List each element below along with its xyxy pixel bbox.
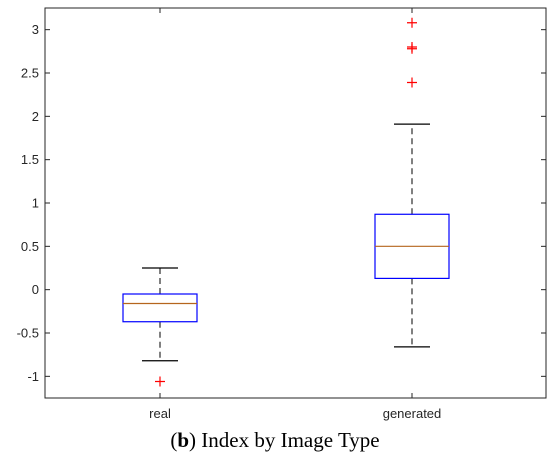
figure-caption: (b) Index by Image Type <box>0 428 550 453</box>
y-tick-label: -1 <box>27 369 39 384</box>
caption-text: ) Index by Image Type <box>189 428 380 452</box>
caption-open-paren: ( <box>170 428 178 452</box>
outlier-marker <box>155 376 165 387</box>
boxplot-chart: -1 -0.5 0 0.5 1 1.5 2 2.5 3 real generated <box>17 7 547 421</box>
y-tick-label: 2.5 <box>21 66 39 81</box>
y-tick-label: 1 <box>32 196 39 211</box>
y-tick-label: 1.5 <box>21 152 39 167</box>
outlier-marker <box>407 17 417 28</box>
x-tick-label: generated <box>383 406 442 421</box>
y-tick-label: 3 <box>32 22 39 37</box>
outlier-marker <box>407 77 417 88</box>
y-tick-label: 0 <box>32 282 39 297</box>
y-tick-label: 0.5 <box>21 239 39 254</box>
y-tick-label: -0.5 <box>17 326 39 341</box>
plot-area: -1 -0.5 0 0.5 1 1.5 2 2.5 3 real generated <box>17 7 547 421</box>
caption-panel-letter: b <box>177 428 190 452</box>
outlier-marker <box>407 42 417 52</box>
x-tick-label: real <box>149 406 171 421</box>
box-iqr <box>122 293 198 323</box>
plot-frame <box>44 7 547 399</box>
y-tick-label: 2 <box>32 109 39 124</box>
